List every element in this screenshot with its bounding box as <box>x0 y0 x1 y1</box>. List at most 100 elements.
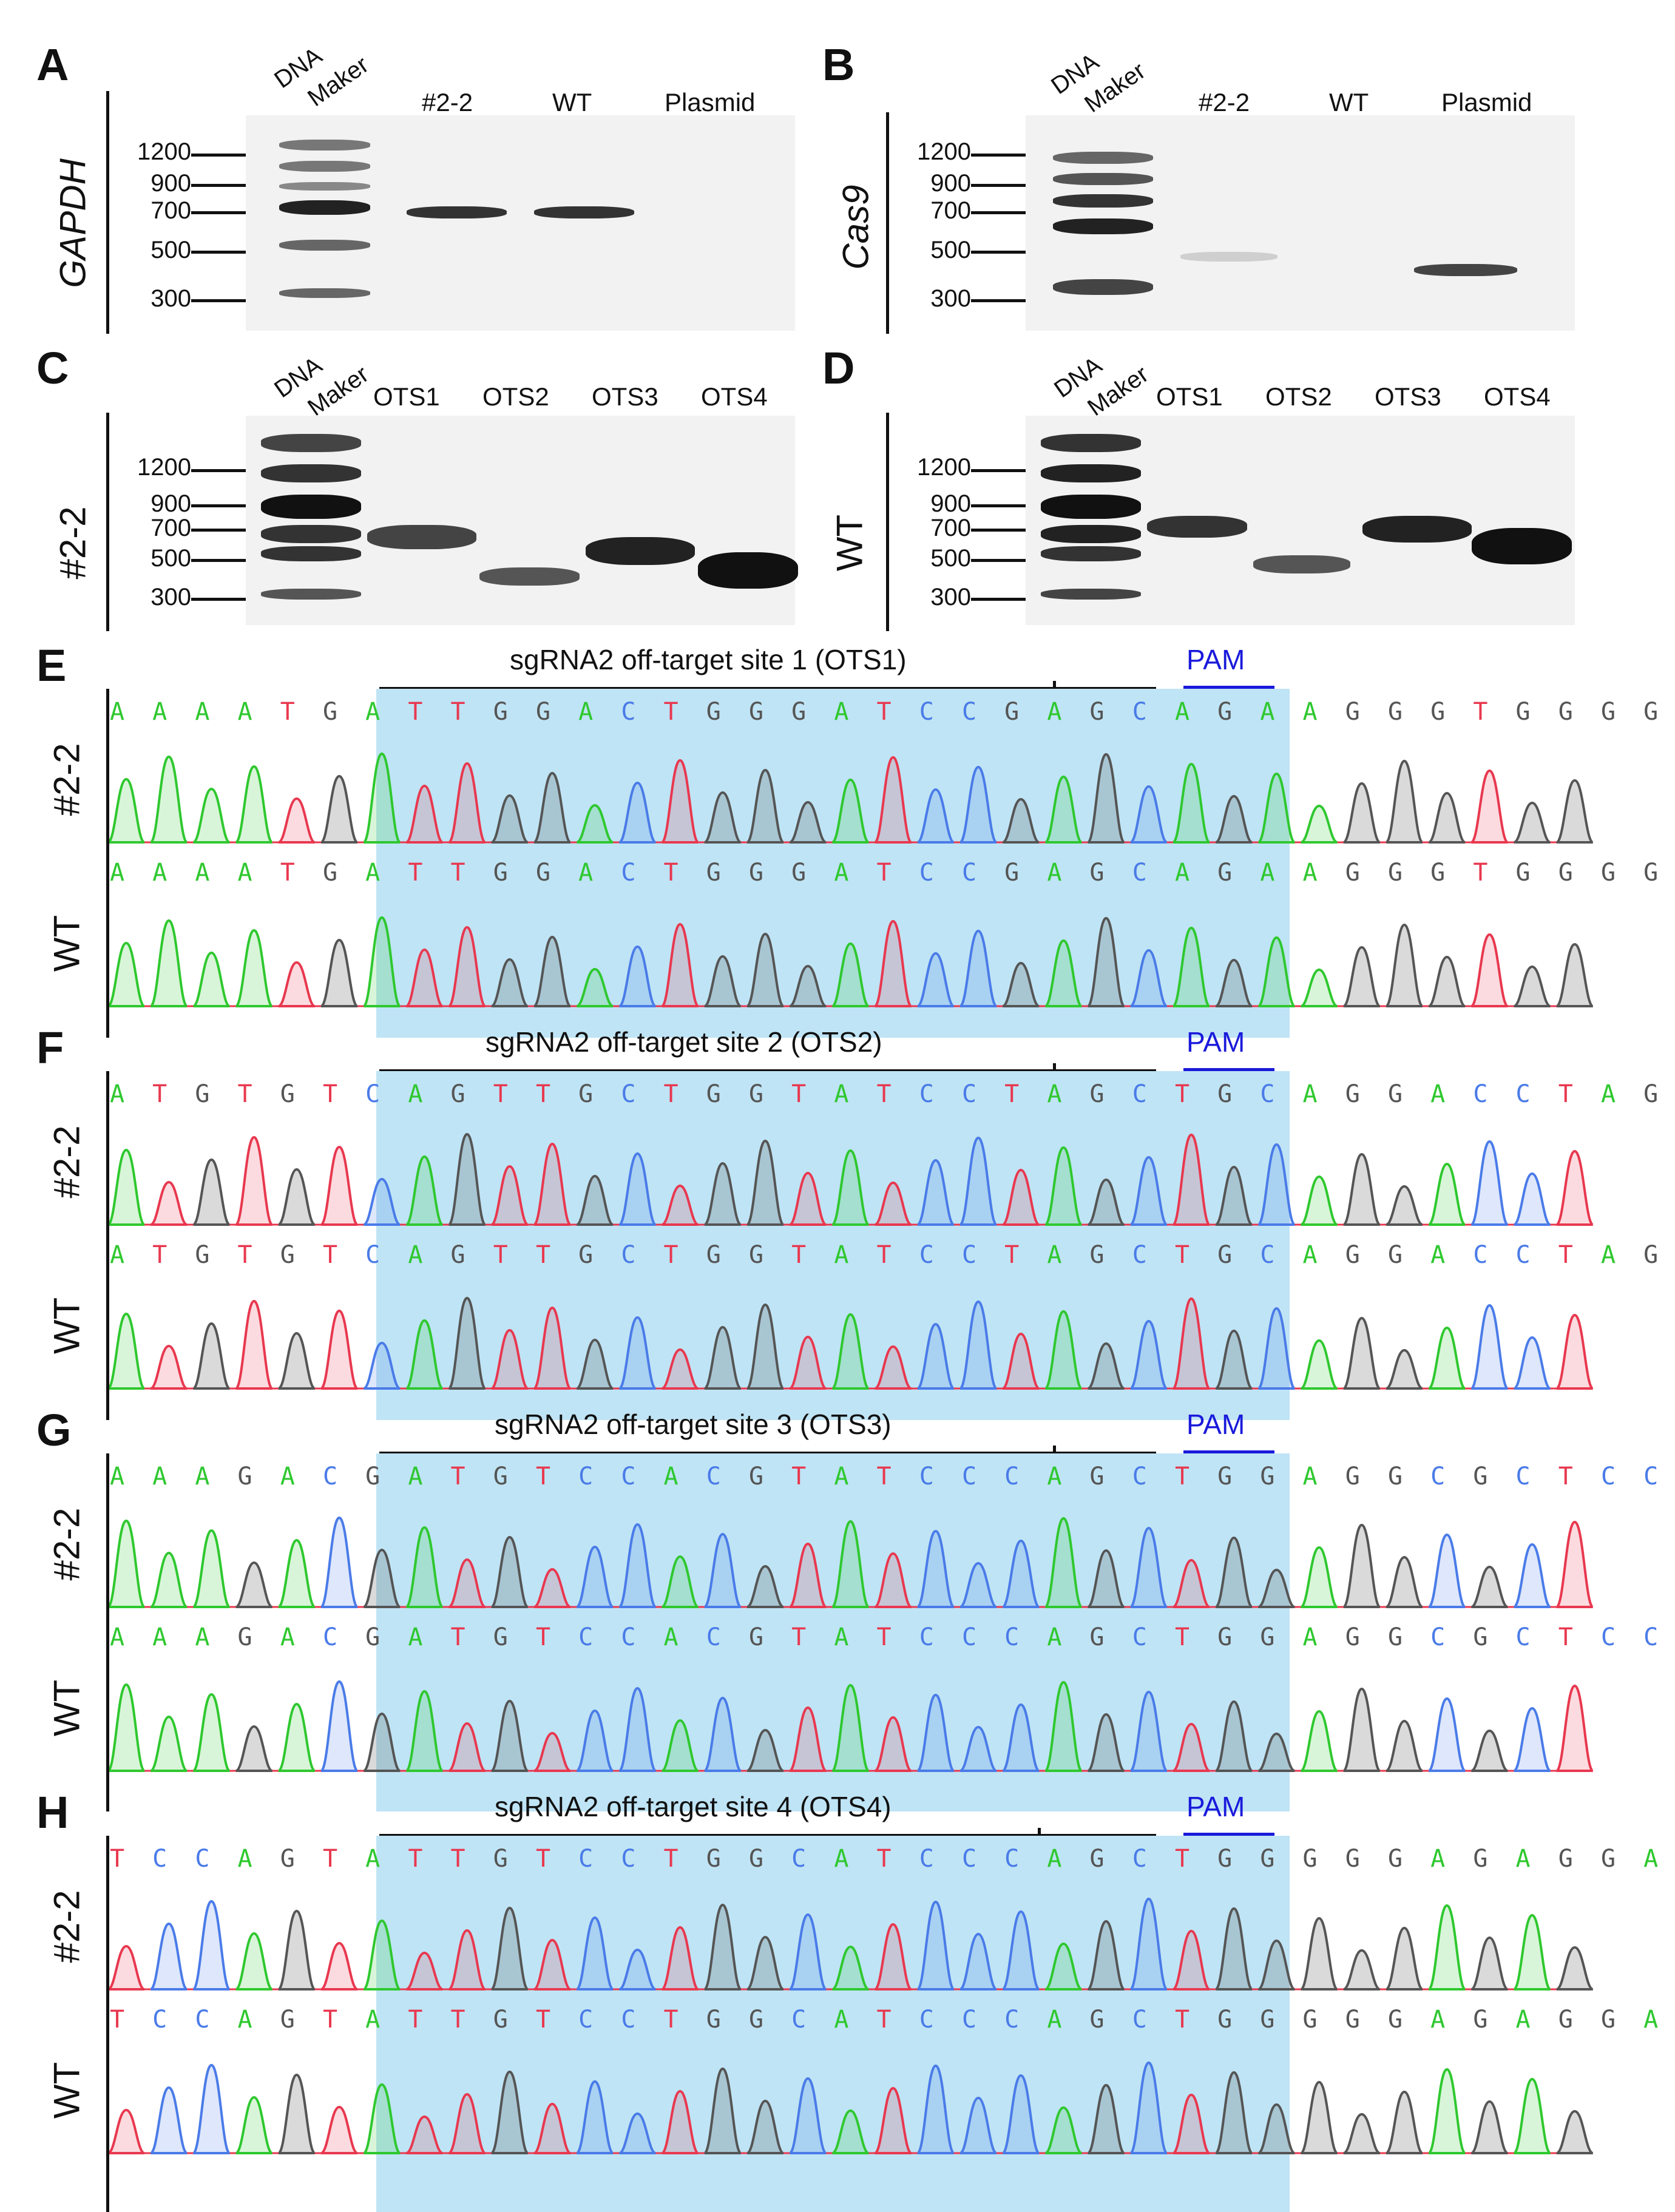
peak <box>405 2115 444 2154</box>
peak <box>1172 1929 1211 1990</box>
peak <box>1215 794 1253 844</box>
base-call: T <box>152 1241 168 1269</box>
peak <box>1044 1310 1083 1390</box>
panel-label-a: A <box>36 39 69 90</box>
peak <box>1044 2106 1083 2154</box>
base-call: A <box>365 2006 381 2034</box>
marker-size: 500 <box>151 237 191 263</box>
peak <box>1470 933 1509 1007</box>
peak <box>109 1683 146 1772</box>
peak <box>959 2096 998 2154</box>
base-call: C <box>1515 1463 1531 1490</box>
base-call: T <box>663 859 678 887</box>
base-call: C <box>621 1463 636 1490</box>
base-call: G <box>493 859 508 887</box>
peak <box>1386 1348 1423 1390</box>
axis-line <box>106 1836 109 2212</box>
base-call: G <box>1302 1845 1318 1873</box>
base-call: T <box>450 1623 465 1651</box>
peak <box>149 755 189 844</box>
peak <box>405 1155 444 1226</box>
lane-label: OTS4 <box>701 382 768 411</box>
peak <box>1385 1719 1424 1772</box>
panel-label-b: B <box>822 39 855 90</box>
panel-label-e: E <box>36 640 67 691</box>
base-call: C <box>195 1845 210 1873</box>
row-label-gapdh: GAPDH <box>52 158 93 288</box>
base-call: G <box>1345 859 1360 887</box>
base-call: C <box>621 1080 636 1108</box>
peak <box>916 1322 955 1390</box>
marker-tick <box>971 504 1026 507</box>
base-call: G <box>1345 1623 1360 1651</box>
peak <box>1172 1722 1210 1772</box>
base-call: G <box>1217 1241 1233 1269</box>
peak <box>320 1516 359 1608</box>
base-call: G <box>1089 1463 1105 1490</box>
peak <box>576 967 614 1007</box>
base-call: G <box>1387 1241 1403 1269</box>
marker-tick <box>191 529 246 532</box>
base-call: A <box>578 698 594 726</box>
peak <box>1470 1729 1509 1772</box>
peak <box>1002 961 1040 1007</box>
peak <box>277 1909 316 1990</box>
base-call: T <box>535 1463 551 1490</box>
base-call: A <box>109 1241 125 1269</box>
base-call: C <box>1600 1623 1616 1651</box>
base-call: T <box>109 1845 125 1873</box>
peak <box>1002 797 1040 844</box>
peak <box>576 1709 614 1772</box>
base-call: G <box>1260 1845 1275 1873</box>
peak <box>1129 1690 1168 1772</box>
base-call: C <box>919 698 934 726</box>
peak <box>1044 775 1083 844</box>
peak <box>109 1312 146 1390</box>
peak <box>150 1922 188 1990</box>
base-call: C <box>1473 1080 1488 1108</box>
base-call: A <box>408 1463 423 1490</box>
base-call: G <box>1387 1623 1403 1651</box>
panel-label-c: C <box>36 343 69 393</box>
base-call: T <box>450 1845 465 1873</box>
base-call: G <box>1558 1845 1573 1873</box>
lane-label: OTS4 <box>1484 382 1551 411</box>
peak <box>1428 955 1466 1007</box>
axis-line <box>106 689 109 1038</box>
marker-tick <box>971 469 1026 472</box>
peak <box>1300 804 1338 844</box>
base-call: C <box>1515 1241 1531 1269</box>
panel-label-h: H <box>36 1787 69 1838</box>
base-call: T <box>408 859 423 887</box>
base-call: C <box>961 1623 977 1651</box>
peak <box>234 765 274 844</box>
base-call: C <box>1132 1463 1147 1490</box>
axis-line <box>886 413 889 631</box>
base-call: T <box>450 859 465 887</box>
peak <box>277 1702 316 1772</box>
peak <box>959 765 998 844</box>
chromatogram-trace <box>109 1516 1594 1608</box>
base-call: G <box>493 698 508 726</box>
peak <box>490 1906 529 1990</box>
peak <box>320 2105 358 2154</box>
base-call: T <box>535 1623 551 1651</box>
base-call: C <box>621 698 636 726</box>
peak <box>1428 1326 1466 1390</box>
peak <box>874 1552 912 1608</box>
target-highlight <box>376 689 1290 1038</box>
peak <box>1214 2071 1254 2154</box>
base-call: G <box>322 698 338 726</box>
peak <box>618 1152 657 1226</box>
peak <box>789 1335 827 1390</box>
base-call: C <box>1643 1463 1659 1490</box>
marker-size: 500 <box>151 545 191 572</box>
axis-line <box>106 1453 109 1811</box>
marker-size: 300 <box>930 285 971 312</box>
base-call: A <box>195 1623 210 1651</box>
peak <box>320 1309 359 1390</box>
peak <box>746 2099 785 2154</box>
base-call: C <box>1132 698 1147 726</box>
peak <box>959 1561 997 1608</box>
base-call: A <box>152 1463 168 1490</box>
